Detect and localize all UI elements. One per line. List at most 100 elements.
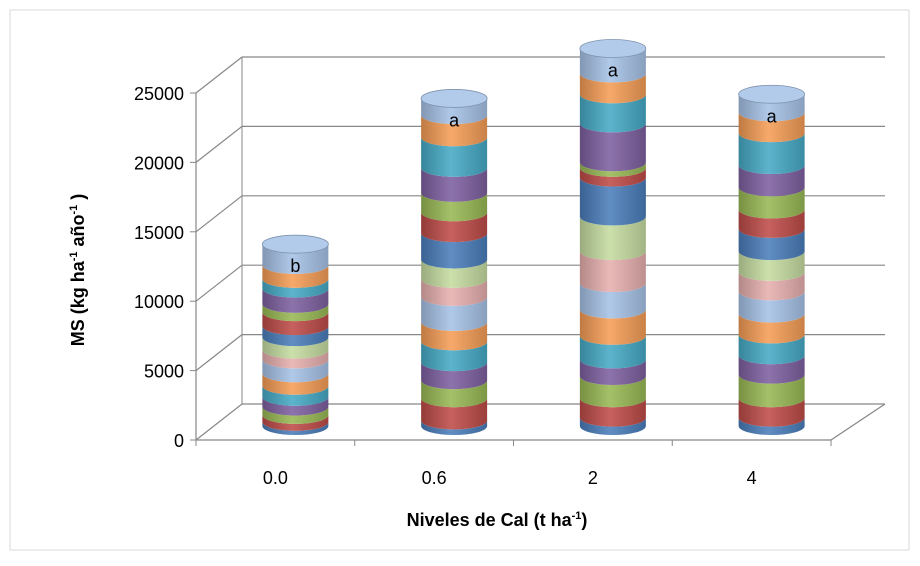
bar-segment [579,359,646,386]
bar-segment [262,244,329,274]
y-tick-labels: 0 5000 10000 15000 20000 25000 [134,84,196,451]
bar-segment [421,278,488,306]
bars [261,39,806,435]
bar-segment [421,420,488,435]
bar-segment [262,312,329,336]
y-axis-title: MS (kg ha-1 año-1 ) [68,194,88,347]
side-wall-gridline [195,334,243,372]
x-axis-title: Niveles de Cal (t ha-1) [407,510,588,530]
x-tick-label: 0.0 [263,468,288,488]
bar-segment [421,192,488,222]
side-wall-gridline [195,195,243,233]
bar-top-cap [420,89,488,108]
bar-segment [579,94,646,133]
bar-4 [738,84,806,435]
bar-segment [579,167,646,187]
bar-segment [579,376,646,408]
bar-segment [738,209,805,238]
bar-segment [421,362,488,390]
x-tick-label: 2 [588,468,598,488]
bar-segment [738,133,805,175]
data-labels: b a a a [290,60,777,276]
bar-segment [262,373,329,395]
bar-segment [262,396,329,416]
bar-2 [579,39,647,435]
bar-segment [262,278,329,298]
bar-segment [738,398,805,427]
bar-segment [738,374,805,408]
x-tick-label: 4 [747,468,757,488]
bar-segment [262,385,329,406]
bar-segment [579,216,646,261]
data-label: b [290,256,300,276]
bar-segment [738,94,805,122]
bar-segment [738,165,805,197]
bar-segment [262,326,329,347]
bar-segment [579,251,646,293]
bar-segment [579,283,646,319]
bar-segment [262,359,329,383]
bar-segment [579,398,646,427]
bar-segment [262,349,329,369]
bar-segment [421,259,488,288]
bar-segment [579,177,646,226]
bar-segment [421,321,488,351]
bar-segment [579,309,646,345]
bar-segment [579,417,646,435]
bar-segment [579,48,646,83]
side-wall-gridline [195,56,243,94]
bar-segment [421,341,488,372]
bar-segment [579,162,646,177]
data-label: a [767,106,778,126]
bar-segment [421,233,488,269]
bar-segment [738,334,805,365]
bar-segment [579,335,646,369]
bar-segment [738,112,805,143]
bar-0.6 [420,89,488,435]
bar-segment [421,296,488,331]
x-tick-label: 0.6 [422,468,447,488]
bar-0.0 [261,234,329,435]
bar-segment [262,406,329,424]
bar-segment [421,115,488,147]
bar-segment [421,98,488,125]
bar-segment [421,212,488,243]
y-tick-label: 10000 [134,292,184,312]
side-wall-gridline [195,264,243,302]
bar-segment [738,417,805,435]
bar-segment [262,421,329,435]
bar-top-cap [738,84,806,104]
bar-segment [262,303,329,322]
bar-segment [738,291,805,323]
bar-segment [738,228,805,261]
x-axis: 0.0 0.6 2 4 [195,440,832,488]
bar-segment [262,337,329,359]
bar-segment [579,123,646,172]
bar-segment [262,288,329,313]
bar-segment [421,398,488,430]
bar-segment [579,73,646,104]
bar-segment [738,251,805,281]
bar-segment [738,271,805,301]
floor-right-edge [830,403,886,441]
y-tick-label: 20000 [134,153,184,173]
bar-segment [421,137,488,177]
y-tick-label: 25000 [134,84,184,104]
bar-segment [262,414,329,431]
y-tick-label: 5000 [144,362,184,382]
data-label: a [449,110,460,130]
bar-segment [262,264,329,288]
bar-top-cap [261,234,329,254]
bar-segment [738,355,805,384]
bar-segment [738,187,805,219]
y-tick-label: 0 [174,431,184,451]
bar-segment [421,167,488,202]
bar-top-cap [579,39,647,58]
side-wall-gridline [195,403,243,441]
bar-segment [421,380,488,408]
bar-segment [738,313,805,344]
y-tick-label: 15000 [134,223,184,243]
data-label: a [608,60,619,80]
